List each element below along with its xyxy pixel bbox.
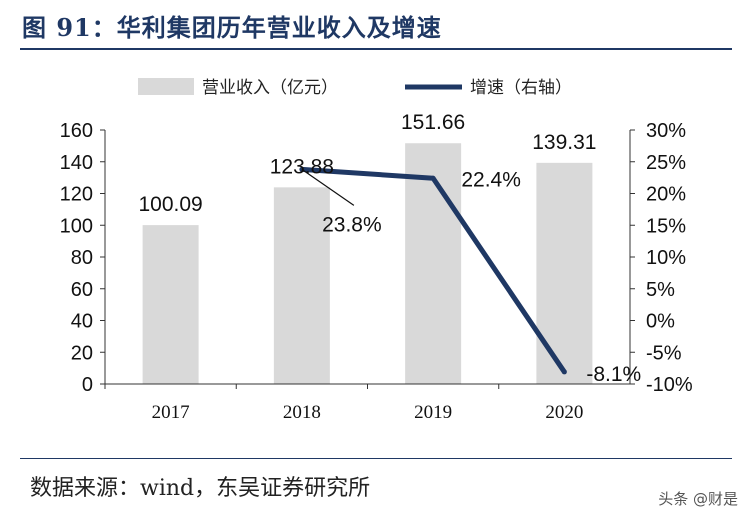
- growth-point-2019: [430, 175, 436, 181]
- bar-2019: [405, 143, 462, 384]
- bar-value-label: 100.09: [139, 193, 203, 216]
- left-tick-label: 160: [60, 120, 93, 142]
- bars-group: [142, 143, 593, 384]
- left-tick-label: 80: [71, 247, 93, 269]
- revenue-growth-chart: 营业收入（亿元） 增速（右轴） 0 20 40 60 80 100 120 140 160 -10%…: [60, 78, 693, 423]
- growth-value-label: 23.8%: [322, 213, 382, 236]
- growth-value-label: 22.4%: [461, 168, 521, 191]
- axes-group: 0 20 40 60 80 100 120 140 160 -10% -5% 0% 5% 10% 15% 20…: [60, 120, 693, 423]
- x-tick-label: 2017: [152, 402, 190, 423]
- left-tick-label: 140: [60, 152, 93, 174]
- legend-line-label: 增速（右轴）: [470, 78, 572, 98]
- left-tick-label: 40: [71, 311, 93, 333]
- legend: 营业收入（亿元） 增速（右轴）: [138, 78, 572, 98]
- bar-2018: [273, 187, 330, 384]
- growth-label-leader: [301, 168, 355, 206]
- right-tick-label: 10%: [646, 247, 686, 269]
- x-tick-label: 2020: [545, 402, 583, 423]
- legend-bar-label: 营业收入（亿元）: [202, 78, 338, 98]
- bar-2020: [536, 162, 593, 384]
- right-tick-label: 30%: [646, 120, 686, 142]
- right-tick-label: 0%: [646, 311, 675, 333]
- right-tick-label: 25%: [646, 152, 686, 174]
- growth-value-label: -8.1%: [586, 363, 641, 386]
- left-tick-label: 100: [60, 215, 93, 237]
- footer-divider: [20, 458, 732, 459]
- bar-value-label: 123.88: [270, 155, 334, 178]
- right-tick-label: -10%: [646, 374, 693, 396]
- bar-2017: [142, 225, 199, 384]
- growth-point-2020: [561, 369, 567, 375]
- data-labels-group: 100.09 123.88 151.66 139.31 23.8% 22.4% -8.1%: [139, 111, 642, 386]
- title-divider: [20, 48, 732, 50]
- watermark: 头条 @财是: [658, 490, 738, 508]
- x-tick-label: 2018: [283, 402, 321, 423]
- right-tick-label: 20%: [646, 184, 686, 206]
- left-tick-label: 60: [71, 279, 93, 301]
- right-tick-label: 15%: [646, 215, 686, 237]
- right-tick-label: 5%: [646, 279, 675, 301]
- source-note: 数据来源：wind，东吴证券研究所: [30, 476, 371, 501]
- left-tick-label: 0: [82, 374, 93, 396]
- left-tick-label: 20: [71, 342, 93, 364]
- x-tick-label: 2019: [414, 402, 452, 423]
- figure-title: 图 91：华利集团历年营业收入及增速: [22, 13, 442, 42]
- legend-bar-swatch: [138, 78, 194, 95]
- right-tick-label: -5%: [646, 342, 682, 364]
- bar-value-label: 139.31: [532, 131, 596, 154]
- left-tick-label: 120: [60, 184, 93, 206]
- bar-value-label: 151.66: [401, 111, 465, 134]
